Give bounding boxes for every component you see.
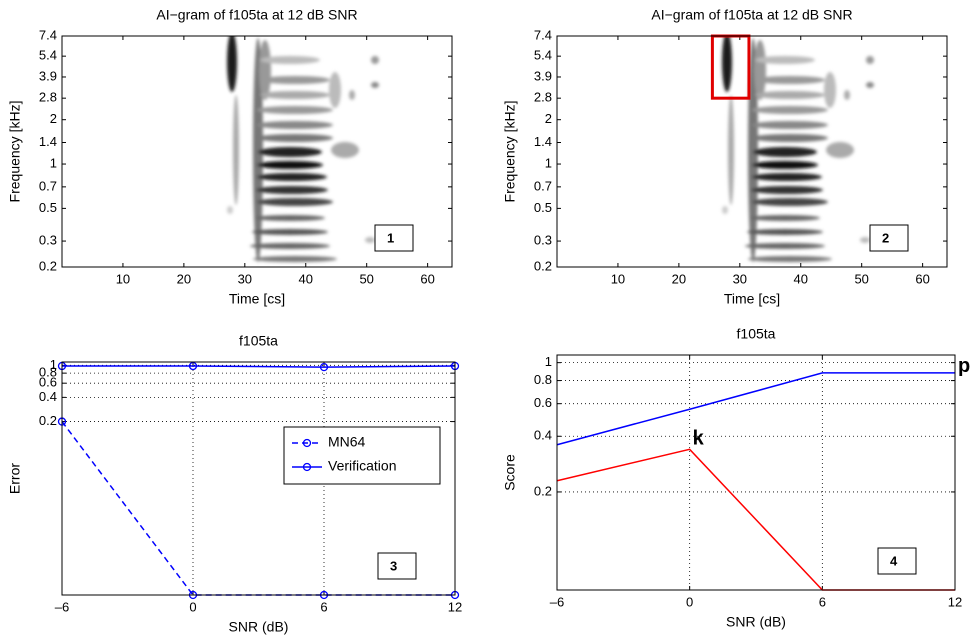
x-tick-label: 10: [611, 271, 625, 286]
x-axis-label: SNR (dB): [229, 619, 289, 635]
x-tick-label: 20: [177, 271, 191, 286]
chart-title: f105ta: [239, 333, 278, 349]
y-tick-label: 0.7: [39, 178, 57, 193]
x-tick-label: 6: [819, 594, 826, 609]
x-tick-label: 12: [448, 599, 462, 614]
y-tick-label: 0.7: [534, 178, 552, 193]
series-line: [556, 372, 955, 446]
y-tick-label: 0.3: [39, 232, 57, 247]
x-tick-label: 60: [915, 271, 929, 286]
y-tick-label: 0.5: [39, 200, 57, 215]
point: [188, 361, 198, 371]
y-tick-label: 0.5: [534, 200, 552, 215]
y-tick-label: 1: [545, 155, 552, 170]
spectrogram: [227, 32, 379, 262]
y-tick-label: 0.8: [534, 372, 552, 387]
x-tick-label: 60: [420, 271, 434, 286]
legend-marker: [302, 438, 312, 448]
annotation: k: [693, 428, 705, 450]
x-tick-label: 20: [672, 271, 686, 286]
panel-label: 1: [387, 230, 394, 245]
y-tick-label: 2.8: [534, 90, 552, 105]
y-tick-label: 5.4: [39, 48, 57, 63]
axes-frame: [556, 35, 948, 268]
y-axis-label: Score: [502, 454, 518, 491]
x-axis-label: SNR (dB): [726, 614, 786, 630]
y-tick-label: 0.4: [534, 428, 552, 443]
y-tick-label: 3.9: [39, 68, 57, 83]
y-tick-label: 0.2: [39, 413, 57, 428]
x-axis-label: Time [cs]: [229, 291, 285, 307]
x-tick-label: 50: [854, 271, 868, 286]
panel-label-box: [374, 224, 414, 252]
axes-frame: [61, 361, 456, 596]
axes-frame: [556, 354, 956, 591]
x-tick-label: –6: [55, 599, 69, 614]
x-tick-label: –6: [550, 594, 564, 609]
y-tick-label: 0.3: [534, 232, 552, 247]
y-tick-label: 2: [545, 111, 552, 126]
chart-title: AI−gram of f105ta at 12 dB SNR: [651, 7, 852, 23]
y-axis-label: Frequency [kHz]: [502, 101, 518, 203]
y-axis-label: Error: [7, 463, 23, 494]
axes-frame: [61, 35, 453, 268]
panel-label-box: [869, 224, 909, 252]
y-tick-label: 1.4: [39, 134, 57, 149]
x-tick-label: 30: [733, 271, 747, 286]
x-tick-label: 0: [189, 599, 196, 614]
panel-label-box: [377, 552, 417, 580]
y-tick-label: 0.8: [39, 365, 57, 380]
panel-label: 4: [890, 553, 898, 568]
y-tick-label: 2: [50, 111, 57, 126]
legend-box: [283, 426, 441, 485]
y-tick-label: 1: [50, 155, 57, 170]
y-tick-label: 1: [50, 357, 57, 372]
panel-label: 3: [390, 558, 397, 573]
annotation: p: [958, 355, 970, 377]
x-tick-label: 40: [299, 271, 313, 286]
x-tick-label: 50: [359, 271, 373, 286]
series-line: [62, 365, 456, 368]
x-tick-label: 40: [794, 271, 808, 286]
y-axis-label: Frequency [kHz]: [7, 101, 23, 203]
panel-label-box: [877, 547, 917, 575]
spectrogram: [722, 32, 874, 262]
y-tick-label: 1: [545, 354, 552, 369]
y-tick-label: 5.4: [534, 48, 552, 63]
y-tick-label: 2.8: [39, 90, 57, 105]
y-tick-label: 0.2: [534, 483, 552, 498]
x-tick-label: 0: [686, 594, 693, 609]
y-tick-label: 1.4: [534, 134, 552, 149]
y-tick-label: 7.4: [534, 27, 552, 42]
x-tick-label: 12: [948, 594, 962, 609]
y-tick-label: 3.9: [534, 68, 552, 83]
y-tick-label: 0.6: [534, 395, 552, 410]
legend-label: MN64: [328, 434, 366, 450]
legend-marker: [302, 462, 312, 472]
x-axis-label: Time [cs]: [724, 291, 780, 307]
y-tick-label: 0.2: [39, 258, 57, 273]
legend-label: Verification: [328, 458, 396, 474]
y-tick-label: 7.4: [39, 27, 57, 42]
chart-title: f105ta: [737, 326, 776, 342]
point: [319, 362, 329, 372]
x-tick-label: 10: [116, 271, 130, 286]
y-tick-label: 0.4: [39, 389, 57, 404]
y-tick-label: 0.6: [39, 375, 57, 390]
y-tick-label: 0.2: [534, 258, 552, 273]
chart-title: AI−gram of f105ta at 12 dB SNR: [156, 7, 357, 23]
panel-label: 2: [882, 230, 889, 245]
x-tick-label: 30: [238, 271, 252, 286]
x-tick-label: 6: [320, 599, 327, 614]
